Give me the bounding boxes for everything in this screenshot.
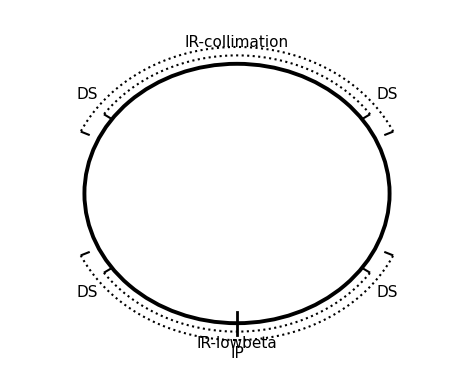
Text: IP: IP: [230, 346, 244, 361]
Text: DS: DS: [376, 285, 398, 300]
Text: DS: DS: [76, 285, 98, 300]
Text: DS: DS: [376, 87, 398, 102]
Text: DS: DS: [76, 87, 98, 102]
Text: IR-lowbeta: IR-lowbeta: [197, 336, 277, 351]
Text: IR-collimation: IR-collimation: [185, 35, 289, 50]
